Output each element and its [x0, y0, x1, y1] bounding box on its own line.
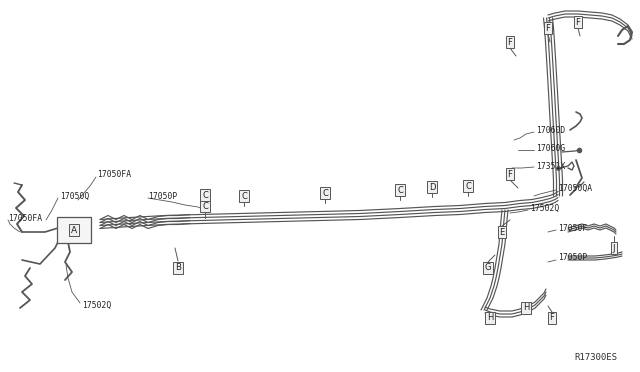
- Text: C: C: [322, 189, 328, 198]
- Text: A: A: [71, 225, 77, 234]
- Text: C: C: [465, 182, 471, 190]
- Text: R17300ES: R17300ES: [574, 353, 617, 362]
- Text: F: F: [550, 314, 554, 323]
- Text: C: C: [241, 192, 247, 201]
- Text: C: C: [397, 186, 403, 195]
- Text: F: F: [575, 17, 580, 26]
- Text: 17351X: 17351X: [536, 161, 565, 170]
- Text: 17050QA: 17050QA: [558, 183, 592, 192]
- Text: B: B: [175, 263, 181, 273]
- Text: 17502Q: 17502Q: [82, 301, 111, 310]
- Text: H: H: [523, 304, 529, 312]
- Text: H: H: [487, 314, 493, 323]
- Text: F: F: [508, 38, 513, 46]
- Text: F: F: [508, 170, 513, 179]
- Text: 17050Q: 17050Q: [60, 192, 89, 201]
- Text: 17050FA: 17050FA: [97, 170, 131, 179]
- Text: 17502Q: 17502Q: [530, 203, 559, 212]
- FancyBboxPatch shape: [57, 217, 91, 243]
- Text: G: G: [484, 263, 492, 273]
- Text: 17050P: 17050P: [148, 192, 177, 201]
- Text: C: C: [202, 202, 208, 211]
- Text: F: F: [545, 23, 550, 32]
- Text: 17050FA: 17050FA: [8, 214, 42, 222]
- Text: 17060G: 17060G: [536, 144, 565, 153]
- Text: C: C: [202, 190, 208, 199]
- Text: 17050P: 17050P: [558, 253, 588, 263]
- Text: D: D: [429, 183, 435, 192]
- Text: 17060D: 17060D: [536, 125, 565, 135]
- Text: E: E: [499, 228, 504, 237]
- Text: 17050F: 17050F: [558, 224, 588, 232]
- Text: J: J: [612, 244, 615, 253]
